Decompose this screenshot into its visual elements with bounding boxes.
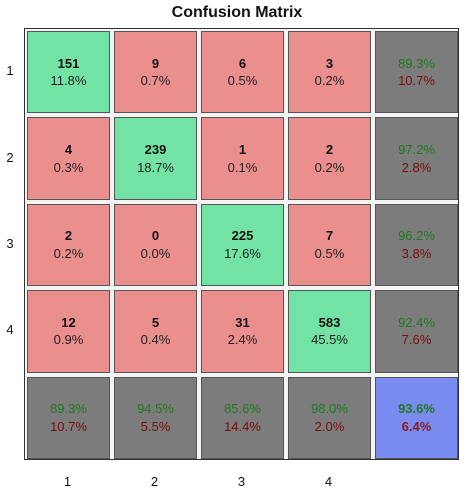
matrix-cell-r4-c2-value: 5 <box>151 314 160 330</box>
matrix-cell-r2-c1-value: 4 <box>64 142 73 158</box>
column-summary-3: 85.6% 14.4% <box>201 376 284 459</box>
matrix-cell-r4-c1: 12 0.9% <box>27 290 110 373</box>
matrix-cell-r3-c1: 2 0.2% <box>27 203 110 287</box>
matrix-cell-r1-c4-value: 3 <box>325 55 334 71</box>
matrix-cell-r3-c2-value: 0 <box>151 228 160 244</box>
matrix-cell-r4-c4-percent: 45.5% <box>311 332 348 348</box>
matrix-cell-r1-c1-percent: 11.8% <box>50 73 87 89</box>
row-summary-2: 97.2% 2.8% <box>375 117 458 200</box>
row-summary-3: 96.2% 3.8% <box>375 203 458 287</box>
matrix-cell-r2-c1: 4 0.3% <box>27 117 110 200</box>
matrix-cell-r1-c4: 3 0.2% <box>288 31 371 114</box>
row-summary-4-percent: 7.6% <box>401 332 432 348</box>
matrix-cell-r3-c4-percent: 0.5% <box>314 245 345 261</box>
column-tick-label: 2 <box>150 474 159 489</box>
matrix-cell-r2-c4-value: 2 <box>325 142 334 158</box>
matrix-cell-r2-c2-percent: 18.7% <box>137 159 174 175</box>
chart-title: Confusion Matrix <box>171 4 303 21</box>
matrix-cell-r3-c4-value: 7 <box>325 228 334 244</box>
matrix-cell-r3-c4: 7 0.5% <box>288 203 371 287</box>
row-summary-3-percent: 3.8% <box>401 245 432 261</box>
row-tick-label: 1 <box>6 63 14 79</box>
matrix-cell-r4-c1-percent: 0.9% <box>53 332 84 348</box>
column-tick-label: 3 <box>237 474 246 489</box>
row-summary-2-percent: 2.8% <box>401 159 432 175</box>
matrix-cell-r2-c1-percent: 0.3% <box>53 159 84 175</box>
matrix-cell-r1-c1-value: 151 <box>57 55 80 71</box>
matrix-cell-r4-c2-percent: 0.4% <box>140 332 171 348</box>
column-summary-2-value: 94.5% <box>137 401 174 417</box>
row-tick-label: 4 <box>6 322 14 338</box>
row-summary-1: 89.3% 10.7% <box>375 31 458 114</box>
matrix-cell-r2-c2-value: 239 <box>144 142 167 158</box>
matrix-cell-r4-c3-value: 31 <box>235 314 250 330</box>
column-summary-3-value: 85.6% <box>224 401 261 417</box>
column-tick-label: 1 <box>63 474 72 489</box>
matrix-cell-r2-c4: 2 0.2% <box>288 117 371 200</box>
overall-accuracy-value: 93.6% <box>398 401 435 417</box>
column-summary-2-percent: 5.5% <box>140 418 171 434</box>
column-summary-3-percent: 14.4% <box>224 418 261 434</box>
column-summary-1-percent: 10.7% <box>50 418 87 434</box>
matrix-cell-r1-c3-value: 6 <box>238 55 247 71</box>
column-tick-label: 4 <box>324 474 333 489</box>
column-summary-1-value: 89.3% <box>50 401 87 417</box>
matrix-cell-r1-c2-value: 9 <box>151 55 160 71</box>
matrix-cell-r2-c4-percent: 0.2% <box>314 159 345 175</box>
matrix-cell-r2-c2: 239 18.7% <box>114 117 197 200</box>
matrix-cell-r1-c3: 6 0.5% <box>201 31 284 114</box>
matrix-cell-r1-c2-percent: 0.7% <box>140 73 171 89</box>
matrix-cell-r1-c3-percent: 0.5% <box>227 73 258 89</box>
matrix-cell-r1-c2: 9 0.7% <box>114 31 197 114</box>
matrix-cell-r1-c4-percent: 0.2% <box>314 73 345 89</box>
matrix-cell-r4-c3: 31 2.4% <box>201 290 284 373</box>
row-tick-label: 3 <box>6 236 14 251</box>
confusion-matrix-grid: 151 11.8% 9 0.7% 6 0.5% 3 0.2% 89.3% 10.7% 4 0.3% 23… <box>24 28 459 460</box>
column-summary-1: 89.3% 10.7% <box>27 376 110 459</box>
column-summary-2: 94.5% 5.5% <box>114 376 197 459</box>
matrix-cell-r3-c3-value: 225 <box>231 228 254 244</box>
matrix-cell-r3-c1-value: 2 <box>64 228 73 244</box>
row-summary-4: 92.4% 7.6% <box>375 290 458 373</box>
matrix-cell-r2-c3-value: 1 <box>238 142 247 158</box>
row-summary-1-value: 89.3% <box>398 55 435 71</box>
row-tick-label: 2 <box>6 149 14 165</box>
matrix-cell-r4-c2: 5 0.4% <box>114 290 197 373</box>
matrix-cell-r3-c2: 0 0.0% <box>114 203 197 287</box>
matrix-cell-r4-c4: 583 45.5% <box>288 290 371 373</box>
row-summary-3-value: 96.2% <box>398 228 435 244</box>
overall-accuracy-percent: 6.4% <box>401 418 432 434</box>
column-summary-4-value: 98.0% <box>311 401 348 417</box>
overall-accuracy: 93.6% 6.4% <box>375 376 458 459</box>
row-summary-1-percent: 10.7% <box>398 73 435 89</box>
column-summary-4: 98.0% 2.0% <box>288 376 371 459</box>
matrix-cell-r2-c3-percent: 0.1% <box>227 159 258 175</box>
matrix-cell-r3-c2-percent: 0.0% <box>140 245 171 261</box>
row-summary-4-value: 92.4% <box>398 314 435 330</box>
matrix-cell-r3-c3: 225 17.6% <box>201 203 284 287</box>
row-summary-2-value: 97.2% <box>398 142 435 158</box>
matrix-cell-r4-c1-value: 12 <box>61 314 76 330</box>
matrix-cell-r2-c3: 1 0.1% <box>201 117 284 200</box>
matrix-cell-r1-c1: 151 11.8% <box>27 31 110 114</box>
matrix-cell-r4-c4-value: 583 <box>318 314 341 330</box>
matrix-cell-r3-c3-percent: 17.6% <box>224 245 261 261</box>
matrix-cell-r4-c3-percent: 2.4% <box>227 332 258 348</box>
column-summary-4-percent: 2.0% <box>314 418 345 434</box>
matrix-cell-r3-c1-percent: 0.2% <box>53 245 84 261</box>
